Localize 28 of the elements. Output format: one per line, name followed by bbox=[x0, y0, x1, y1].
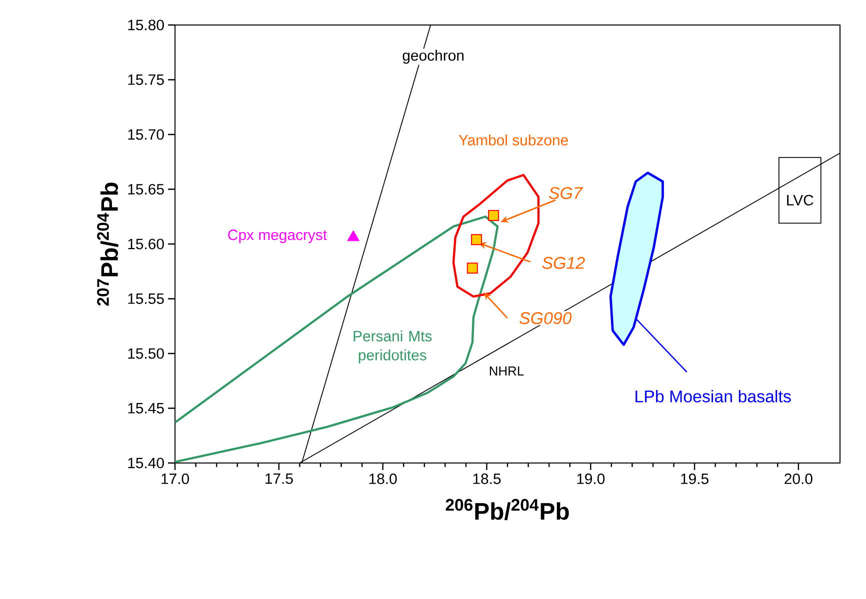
x-tick-label: 18.5 bbox=[473, 473, 501, 484]
x-tick-label: 20.0 bbox=[784, 473, 812, 484]
x-axis-title: $^{206}$Pb/$^{204}$Pb bbox=[446, 498, 569, 520]
x-tick-label: 17.0 bbox=[162, 473, 189, 484]
series-label: geochron bbox=[402, 50, 464, 64]
text: LPb Moesian basalts bbox=[636, 390, 791, 402]
x-tick-label: 19.5 bbox=[681, 473, 708, 484]
text: Yambol subzone bbox=[458, 134, 568, 146]
x-tick-label: 18.0 bbox=[369, 473, 397, 484]
y-tick-label: 15.80 bbox=[128, 20, 164, 30]
annotation: SG12 bbox=[542, 256, 585, 269]
y-tick-label: 15.55 bbox=[128, 294, 164, 304]
series-label: Cpx megacryst bbox=[228, 230, 327, 244]
series-label: LVC bbox=[787, 194, 814, 206]
annotation: SG090 bbox=[520, 312, 572, 324]
y-tick-label: 15.50 bbox=[128, 348, 164, 359]
series-label: NHRL bbox=[490, 366, 524, 376]
annotation: SG7 bbox=[548, 187, 583, 200]
x-tick-label: 19.0 bbox=[577, 473, 605, 484]
y-axis-title: $^{207}$Pb/$^{204}$Pb bbox=[97, 182, 118, 306]
y-tick-label: 15.40 bbox=[128, 458, 164, 468]
y-tick-label: 15.70 bbox=[128, 129, 164, 140]
series-label: Persani Mts peridotites bbox=[354, 330, 432, 364]
y-tick-label: 15.75 bbox=[128, 74, 164, 85]
y-tick-label: 15.65 bbox=[128, 184, 164, 195]
y-tick-label: 15.60 bbox=[128, 238, 164, 250]
x-tick-label: 17.5 bbox=[266, 474, 293, 484]
y-tick-label: 15.45 bbox=[128, 403, 164, 414]
